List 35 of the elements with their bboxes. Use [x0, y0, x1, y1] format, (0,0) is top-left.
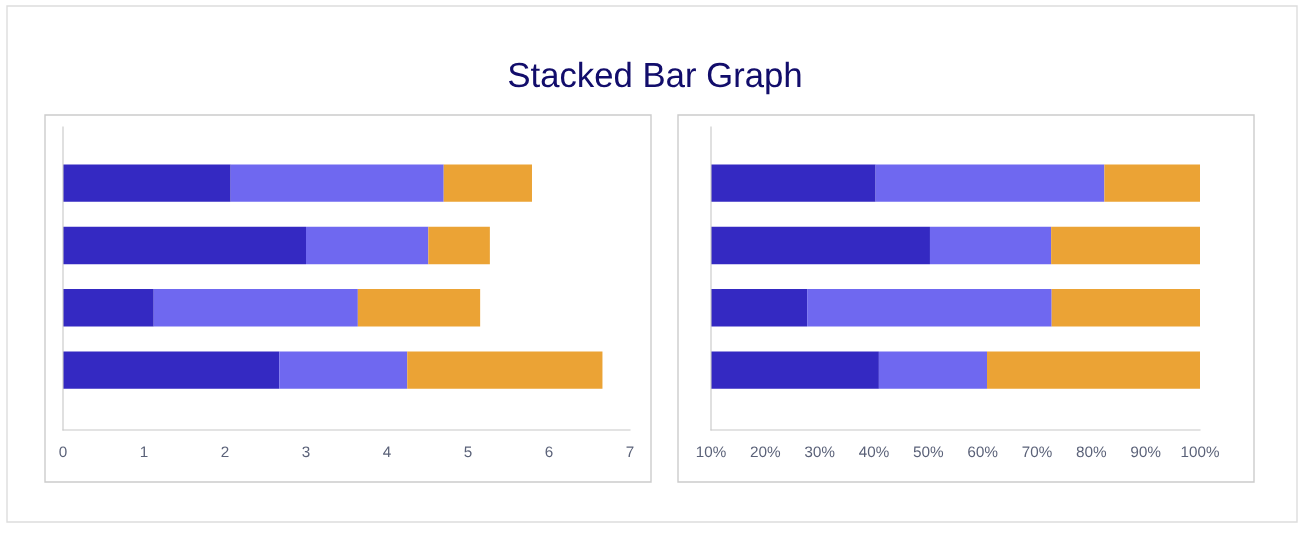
bar: [63, 289, 154, 327]
bar: [306, 226, 429, 265]
x-tick-label: 10%: [696, 446, 726, 458]
x-tick-label: 3: [302, 446, 310, 458]
x-tick-label: 20%: [750, 446, 781, 458]
x-tick-label: 6: [545, 446, 553, 458]
x-tick-label: 2: [221, 446, 229, 458]
bar: [230, 164, 444, 202]
x-tick-label: 100%: [1181, 446, 1219, 458]
bar: [63, 351, 280, 389]
x-tick-label: 4: [383, 446, 391, 458]
bar: [1051, 226, 1200, 265]
x-tick-label: 30%: [804, 446, 835, 458]
x-tick-label: 60%: [968, 446, 998, 458]
x-tick-label: 80%: [1076, 446, 1107, 458]
chart-title: Stacked Bar Graph: [508, 61, 801, 95]
x-tick-label: 40%: [859, 446, 889, 458]
x-tick-label: 50%: [913, 446, 944, 458]
x-tick-label: 70%: [1022, 446, 1052, 458]
bar: [428, 226, 490, 265]
bar: [1104, 164, 1200, 202]
x-tick-label: 0: [59, 446, 67, 458]
x-tick-label: 7: [626, 446, 634, 458]
x-tick-label: 5: [464, 446, 472, 458]
bar: [407, 351, 603, 389]
x-tick-label: 1: [140, 446, 148, 458]
bar: [443, 164, 532, 202]
bar: [357, 289, 481, 327]
bar: [279, 351, 408, 389]
bar: [987, 351, 1200, 389]
bar: [63, 226, 306, 265]
bar: [1051, 289, 1200, 327]
bar: [153, 289, 358, 327]
bar: [63, 164, 231, 202]
x-tick-label: 90%: [1131, 446, 1161, 458]
